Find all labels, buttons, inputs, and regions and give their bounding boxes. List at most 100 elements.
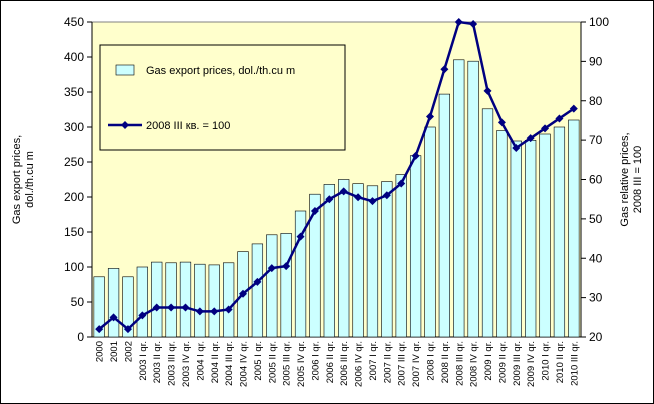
y2-axis-title-line: 2008 III = 100 xyxy=(632,146,644,214)
y2-tick-label: 40 xyxy=(589,251,603,265)
y-tick-label: 450 xyxy=(64,15,84,29)
marker xyxy=(109,313,118,322)
bar xyxy=(481,108,494,338)
x-tick-label: 2007 IV qr. xyxy=(411,341,422,387)
y2-tick-label: 70 xyxy=(589,133,603,147)
x-tick-label: 2002 xyxy=(123,341,134,362)
y2-tick-label: 20 xyxy=(589,330,603,344)
bar xyxy=(395,174,407,338)
x-tick-label: 2003 IV qr. xyxy=(181,341,192,387)
bar xyxy=(208,264,220,338)
marker xyxy=(411,151,420,160)
x-tick-label: 2006 III qr. xyxy=(339,341,350,386)
y-tick-label: 300 xyxy=(64,120,84,134)
marker xyxy=(181,303,190,312)
x-tick-label: 2006 IV qr. xyxy=(354,341,365,387)
x-tick-label: 2003 II qr. xyxy=(152,341,163,383)
bar xyxy=(539,133,551,338)
y-tick-label: 0 xyxy=(77,330,84,344)
marker xyxy=(339,187,348,196)
x-tick-label: 2004 I qr. xyxy=(195,341,206,381)
x-tick-label: 2005 IV qr. xyxy=(296,341,307,387)
marker xyxy=(569,104,578,113)
marker xyxy=(354,193,363,202)
y2-axis-title: Gas relative prices,2008 III = 100 xyxy=(619,132,644,226)
x-tick-label: 2004 IV qr. xyxy=(239,341,250,387)
marker xyxy=(296,232,305,241)
y2-tick-label: 60 xyxy=(589,173,603,187)
bar xyxy=(438,93,450,338)
marker xyxy=(425,112,434,121)
line xyxy=(98,20,575,331)
bar xyxy=(467,60,479,338)
marker xyxy=(325,195,334,204)
marker xyxy=(195,307,204,316)
bar xyxy=(223,262,235,338)
bar xyxy=(424,126,436,338)
x-tick-label: 2004 III qr. xyxy=(224,341,235,386)
marker xyxy=(95,325,104,334)
legend-label: Gas export prices, dol./th.cu m xyxy=(146,65,295,77)
x-tick-label: 2009 II qr. xyxy=(497,341,508,383)
y2-tick-label: 80 xyxy=(589,94,603,108)
x-tick-label: 2005 II qr. xyxy=(267,341,278,383)
x-tick-label: 2009 IV qr. xyxy=(526,341,537,387)
bar xyxy=(525,140,537,338)
x-tick-label: 2003 III qr. xyxy=(167,341,178,386)
y2-axis-title-line: Gas relative prices, xyxy=(619,132,631,226)
marker xyxy=(310,207,319,215)
bar xyxy=(165,262,177,338)
marker xyxy=(210,307,219,316)
x-tick-label: 2004 II qr. xyxy=(210,341,221,383)
y2-tick-label: 100 xyxy=(589,15,609,29)
x-tick-label: 2009 III qr. xyxy=(512,341,523,386)
bar xyxy=(151,261,163,338)
marker xyxy=(152,303,161,312)
marker xyxy=(224,305,233,314)
marker xyxy=(253,277,262,286)
y-tick-label: 350 xyxy=(64,85,84,99)
marker xyxy=(454,18,463,26)
bar xyxy=(352,183,364,338)
bar xyxy=(323,184,335,338)
marker xyxy=(555,114,564,123)
bar xyxy=(294,210,307,338)
bar xyxy=(194,263,206,338)
bar xyxy=(338,179,350,338)
bar xyxy=(510,140,522,338)
x-tick-label: 2006 I qr. xyxy=(310,341,321,381)
marker xyxy=(267,264,276,273)
y-tick-label: 50 xyxy=(71,295,85,309)
bar xyxy=(179,261,192,338)
x-tick-label: 2001 xyxy=(109,341,120,362)
bar xyxy=(136,266,148,338)
y-axis-title: Gas export prices,dol./th.cu m xyxy=(11,135,36,224)
marker xyxy=(469,19,478,28)
x-tick-label: 2007 II qr. xyxy=(382,341,393,383)
legend-label: 2008 III кв. = 100 xyxy=(146,120,230,132)
bar xyxy=(453,59,465,338)
marker xyxy=(497,118,506,127)
marker xyxy=(282,262,291,271)
bar xyxy=(122,276,134,338)
marker xyxy=(368,197,377,206)
bar xyxy=(309,193,321,338)
y-tick-label: 150 xyxy=(64,225,84,239)
y-tick-label: 400 xyxy=(64,50,84,64)
marker xyxy=(526,134,535,143)
x-tick-label: 2010 III qr. xyxy=(569,341,580,386)
marker xyxy=(123,325,132,334)
bar xyxy=(93,276,105,338)
x-tick-label: 2009 I qr. xyxy=(483,341,494,381)
y2-tick-label: 90 xyxy=(589,54,603,68)
bar xyxy=(251,243,264,338)
y-axis-title-line: Gas export prices, xyxy=(11,135,23,224)
x-tick-label: 2005 III qr. xyxy=(282,341,293,386)
y-tick-label: 200 xyxy=(64,190,84,204)
x-tick-label: 2006 II qr. xyxy=(325,341,336,383)
y-tick-label: 100 xyxy=(64,260,84,274)
x-tick-label: 2003 I qr. xyxy=(138,341,149,381)
x-tick-label: 2008 III qr. xyxy=(454,341,465,386)
marker xyxy=(397,179,406,188)
